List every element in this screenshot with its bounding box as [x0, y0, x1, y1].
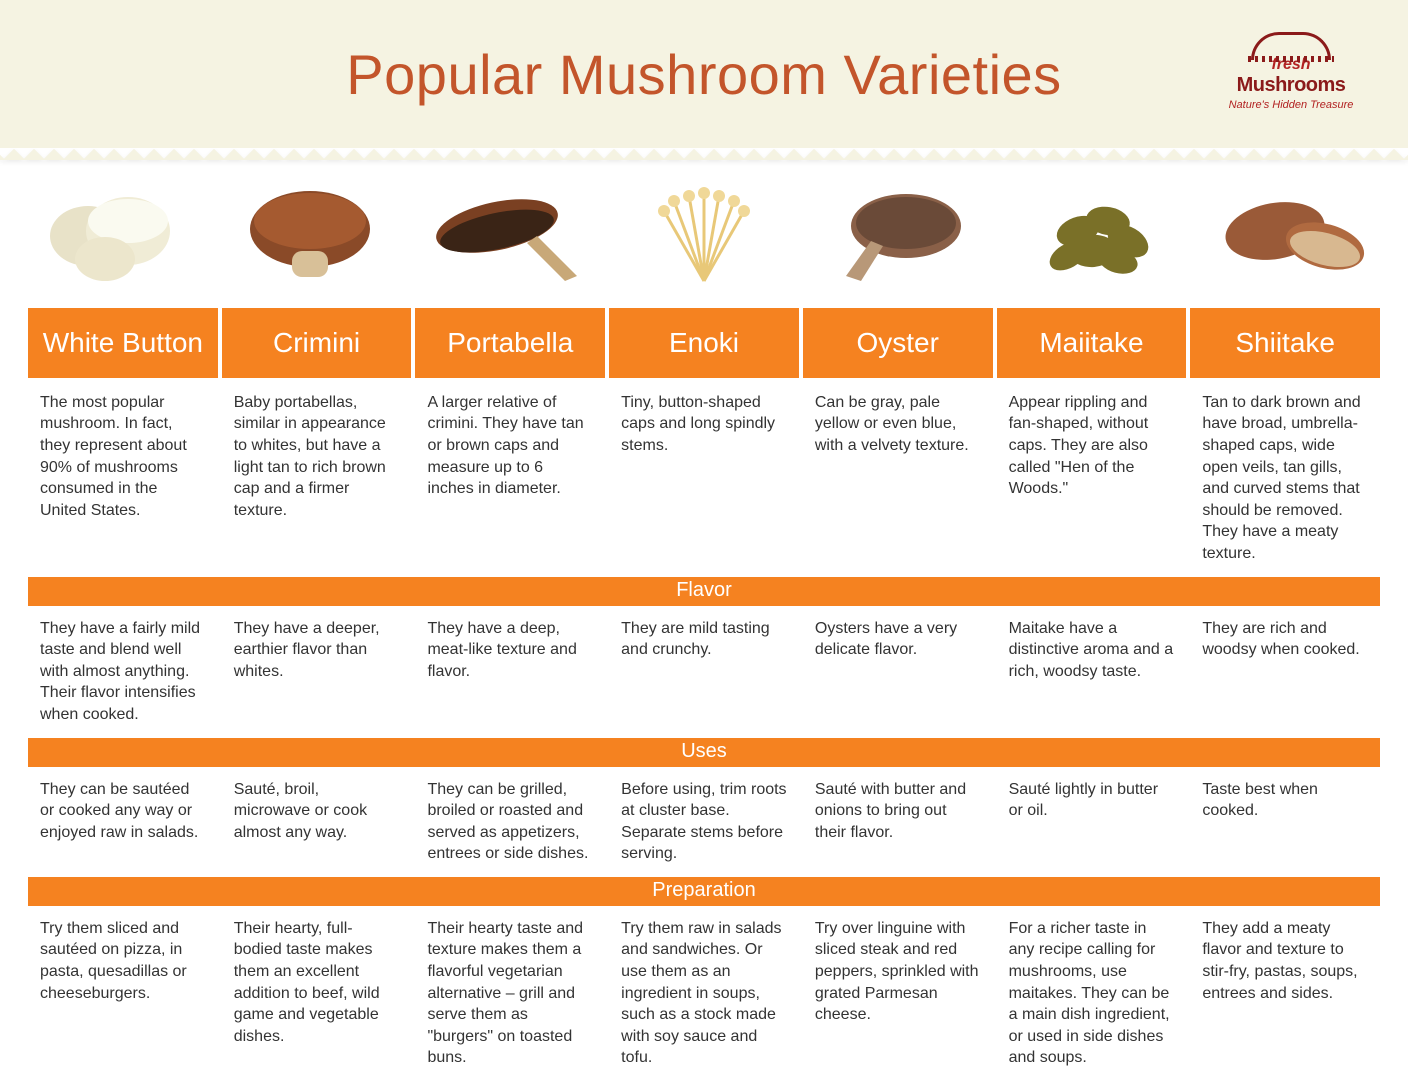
desc-cell: The most popular mushroom. In fact, they…	[28, 382, 218, 575]
desc-cell: Baby portabellas, similar in appearance …	[222, 382, 412, 575]
prep-cell: Their hearty taste and texture makes the…	[415, 908, 605, 1079]
uses-cell: Sauté with butter and onions to bring ou…	[803, 769, 993, 875]
uses-cell: They can be grilled, broiled or roasted …	[415, 769, 605, 875]
mushroom-cap-icon	[1251, 32, 1331, 60]
page-title: Popular Mushroom Varieties	[346, 42, 1061, 107]
prep-cell: Their hearty, full-bodied taste makes th…	[222, 908, 412, 1079]
uses-cell: Sauté lightly in butter or oil.	[997, 769, 1187, 875]
desc-cell: Tiny, button-shaped caps and long spindl…	[609, 382, 799, 575]
prep-cell: Try them raw in salads and sandwiches. O…	[609, 908, 799, 1079]
flavor-cell: Oysters have a very delicate flavor.	[803, 608, 993, 736]
header-band: Popular Mushroom Varieties fresh Mushroo…	[0, 0, 1408, 148]
col-header: Maiitake	[997, 308, 1187, 378]
col-header: Portabella	[415, 308, 605, 378]
flavor-cell: They have a deep, meat-like texture and …	[415, 608, 605, 736]
col-header: Enoki	[609, 308, 799, 378]
brand-tagline: Nature's Hidden Treasure	[1216, 99, 1366, 111]
desc-cell: Tan to dark brown and have broad, umbrel…	[1190, 382, 1380, 575]
prep-cell: They add a meaty flavor and texture to s…	[1190, 908, 1380, 1079]
flavor-cell: They have a deeper, earthier flavor than…	[222, 608, 412, 736]
mushroom-image-row	[0, 160, 1408, 308]
uses-cell: Taste best when cooked.	[1190, 769, 1380, 875]
flavor-row: They have a fairly mild taste and blend …	[28, 608, 1380, 736]
prep-row: Try them sliced and sautéed on pizza, in…	[28, 908, 1380, 1079]
flavor-cell: They are rich and woodsy when cooked.	[1190, 608, 1380, 736]
white-button-icon	[18, 174, 209, 298]
table-header-row: White Button Crimini Portabella Enoki Oy…	[28, 308, 1380, 378]
desc-row: The most popular mushroom. In fact, they…	[28, 382, 1380, 575]
uses-cell: Before using, trim roots at cluster base…	[609, 769, 799, 875]
prep-cell: For a richer taste in any recipe calling…	[997, 908, 1187, 1079]
col-header: White Button	[28, 308, 218, 378]
section-flavor: Flavor	[28, 577, 1380, 606]
flavor-cell: Maitake have a distinctive aroma and a r…	[997, 608, 1187, 736]
crimini-icon	[215, 174, 406, 298]
comparison-table: White Button Crimini Portabella Enoki Oy…	[28, 308, 1380, 1079]
brand-logo: fresh Mushrooms Nature's Hidden Treasure	[1216, 32, 1366, 111]
col-header: Crimini	[222, 308, 412, 378]
col-header: Shiitake	[1190, 308, 1380, 378]
brand-name: Mushrooms	[1237, 74, 1346, 96]
portabella-icon	[412, 174, 603, 298]
uses-row: They can be sautéed or cooked any way or…	[28, 769, 1380, 875]
desc-cell: Can be gray, pale yellow or even blue, w…	[803, 382, 993, 575]
prep-cell: Try over linguine with sliced steak and …	[803, 908, 993, 1079]
col-header: Oyster	[803, 308, 993, 378]
desc-cell: A larger relative of crimini. They have …	[415, 382, 605, 575]
desc-cell: Appear rippling and fan-shaped, without …	[997, 382, 1187, 575]
maitake-icon	[1002, 174, 1193, 298]
flavor-cell: They have a fairly mild taste and blend …	[28, 608, 218, 736]
section-uses: Uses	[28, 738, 1380, 767]
enoki-icon	[609, 174, 800, 298]
section-preparation: Preparation	[28, 877, 1380, 906]
oyster-icon	[805, 174, 996, 298]
shiitake-icon	[1199, 174, 1390, 298]
uses-cell: Sauté, broil, microwave or cook almost a…	[222, 769, 412, 875]
uses-cell: They can be sautéed or cooked any way or…	[28, 769, 218, 875]
prep-cell: Try them sliced and sautéed on pizza, in…	[28, 908, 218, 1079]
flavor-cell: They are mild tasting and crunchy.	[609, 608, 799, 736]
zigzag-divider	[0, 148, 1408, 160]
